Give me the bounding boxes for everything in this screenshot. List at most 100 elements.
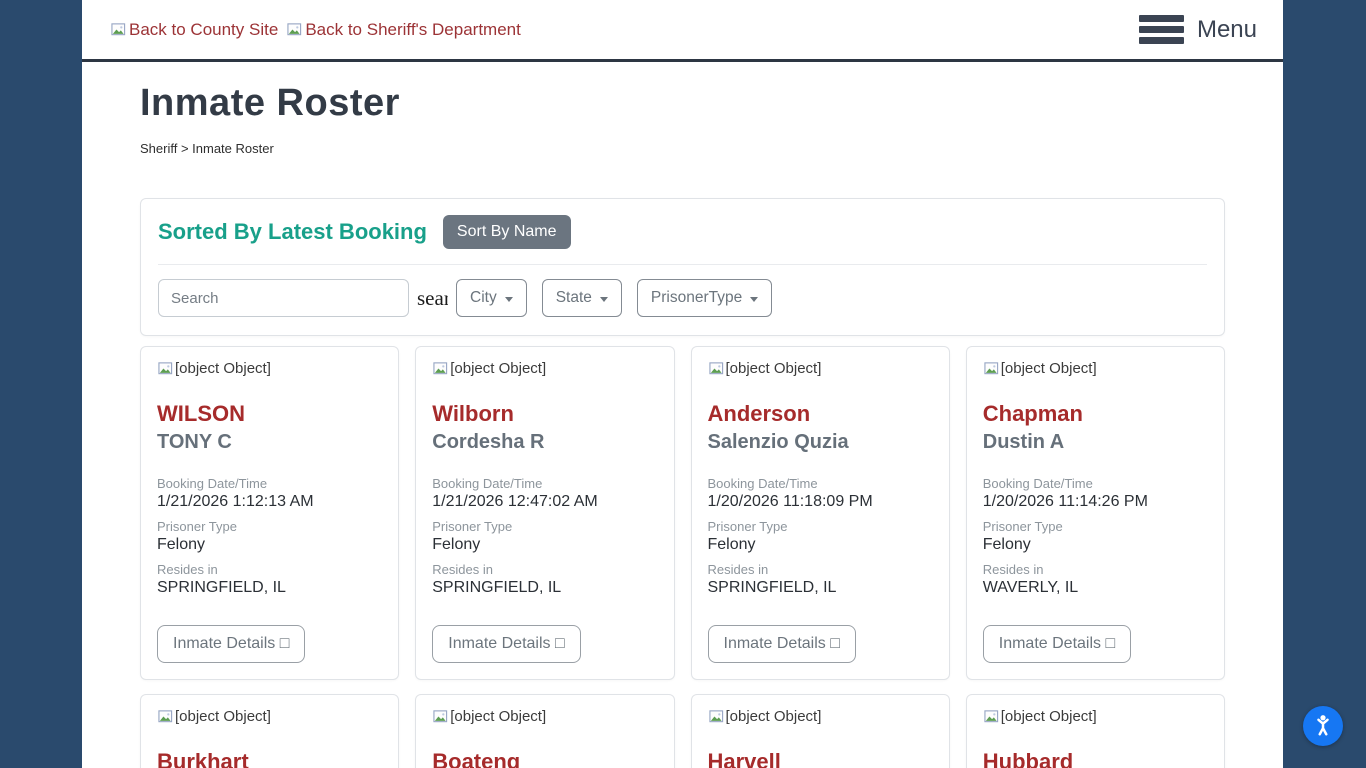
prisoner-type-field: Prisoner Type Felony xyxy=(432,519,657,554)
inmate-last-name: Harvell xyxy=(707,749,781,768)
inmate-details-button[interactable]: Inmate Details □ xyxy=(157,625,306,663)
prisoner-type-label: Prisoner Type xyxy=(707,519,788,534)
inmate-card: [object Object] Boateng xyxy=(415,694,675,768)
resides-field: Resides in WAVERLY, IL xyxy=(983,562,1208,597)
resides-value: SPRINGFIELD, IL xyxy=(157,579,286,596)
prisoner-type-label: Prisoner Type xyxy=(982,519,1063,534)
broken-image-icon xyxy=(433,362,448,375)
search-label-clipped: search xyxy=(417,285,448,310)
resides-label: Resides in xyxy=(432,562,493,577)
broken-image-icon xyxy=(111,23,126,36)
resides-field: Resides in SPRINGFIELD, IL xyxy=(432,562,657,597)
booking-value: 1/21/2026 12:47:02 AM xyxy=(432,493,598,510)
inmate-first-name: TONY C xyxy=(157,431,232,453)
inmate-photo-broken: [object Object] xyxy=(432,708,657,725)
resides-value: SPRINGFIELD, IL xyxy=(432,579,562,596)
inmate-last-name: Burkhart xyxy=(157,749,249,768)
city-dropdown-label: City xyxy=(470,289,497,306)
state-dropdown[interactable]: State xyxy=(541,279,622,317)
image-alt-text: [object Object] xyxy=(450,708,547,725)
inmate-card: [object Object] Wilborn Cordesha R Booki… xyxy=(415,346,675,680)
state-dropdown-label: State xyxy=(555,289,592,306)
menu-label: Menu xyxy=(1196,15,1257,43)
broken-image-icon xyxy=(984,710,998,723)
city-dropdown[interactable]: City xyxy=(456,279,527,317)
image-alt-text: [object Object] xyxy=(1000,708,1097,725)
search-input[interactable] xyxy=(158,279,409,317)
back-to-sheriff-label: Back to Sheriff's Department xyxy=(305,19,521,39)
resides-label: Resides in xyxy=(157,562,218,577)
prisoner-type-value: Felony xyxy=(707,536,756,553)
inmate-card: [object Object] Harvell xyxy=(690,694,950,768)
inmate-photo-broken: [object Object] xyxy=(157,708,382,725)
prisoner-type-value: Felony xyxy=(157,536,206,553)
hamburger-icon xyxy=(1138,15,1184,44)
prisoner-type-field: Prisoner Type Felony xyxy=(708,519,933,554)
menu-button[interactable]: Menu xyxy=(1138,15,1257,44)
prisoner-type-label: Prisoner Type xyxy=(432,519,513,534)
booking-label: Booking Date/Time xyxy=(982,476,1093,491)
chevron-down-icon xyxy=(599,296,608,302)
inmate-card: [object Object] Chapman Dustin A Booking… xyxy=(965,346,1225,680)
site-header: Back to County Site Back to Sheriff's De… xyxy=(82,0,1283,62)
booking-label: Booking Date/Time xyxy=(157,476,268,491)
sorted-by-heading: Sorted By Latest Booking xyxy=(158,219,427,244)
booking-field: Booking Date/Time 1/21/2026 1:12:13 AM xyxy=(157,476,382,511)
image-alt-text: [object Object] xyxy=(1000,360,1097,377)
breadcrumb: Sheriff > Inmate Roster xyxy=(140,141,274,156)
sort-by-name-button[interactable]: Sort By Name xyxy=(442,215,571,249)
filter-panel: Sorted By Latest Booking Sort By Name se… xyxy=(140,198,1225,336)
broken-image-icon xyxy=(158,362,173,375)
prisoner-type-label: Prisoner Type xyxy=(157,519,237,534)
back-to-county-link[interactable]: Back to County Site xyxy=(110,20,278,40)
prisoner-type-value: Felony xyxy=(982,536,1031,553)
booking-label: Booking Date/Time xyxy=(432,476,543,491)
broken-image-icon xyxy=(433,710,448,723)
booking-label: Booking Date/Time xyxy=(707,476,818,491)
broken-image-icon xyxy=(158,710,173,723)
inmate-photo-broken: [object Object] xyxy=(983,360,1208,377)
inmate-details-button[interactable]: Inmate Details □ xyxy=(707,625,856,663)
resides-value: SPRINGFIELD, IL xyxy=(707,579,837,596)
image-alt-text: [object Object] xyxy=(725,360,822,377)
image-alt-text: [object Object] xyxy=(175,708,271,725)
prisoner-type-dropdown[interactable]: PrisonerType xyxy=(636,279,773,317)
resides-field: Resides in SPRINGFIELD, IL xyxy=(157,562,382,597)
header-links: Back to County Site Back to Sheriff's De… xyxy=(110,20,521,40)
inmate-last-name: Anderson xyxy=(707,401,811,426)
inmate-details-button[interactable]: Inmate Details □ xyxy=(432,625,581,663)
filter-heading-row: Sorted By Latest Booking Sort By Name xyxy=(158,215,1207,249)
inmate-photo-broken: [object Object] xyxy=(708,708,933,725)
inmate-photo-broken: [object Object] xyxy=(983,708,1208,725)
chevron-down-icon xyxy=(750,296,759,302)
inmate-card: [object Object] Anderson Salenzio Quzia … xyxy=(690,346,950,680)
accessibility-widget-button[interactable] xyxy=(1303,706,1343,746)
inmate-last-name: Wilborn xyxy=(432,401,514,426)
inmate-details-button[interactable]: Inmate Details □ xyxy=(982,625,1132,663)
broken-image-icon xyxy=(708,362,723,375)
page-title: Inmate Roster xyxy=(140,82,400,124)
page-container: Back to County Site Back to Sheriff's De… xyxy=(82,0,1283,768)
booking-value: 1/20/2026 11:14:26 PM xyxy=(982,493,1148,510)
back-to-sheriff-link[interactable]: Back to Sheriff's Department xyxy=(286,20,521,40)
booking-value: 1/21/2026 1:12:13 AM xyxy=(157,493,314,510)
chevron-down-icon xyxy=(504,296,513,302)
inmate-first-name: Cordesha R xyxy=(432,431,545,453)
prisoner-type-field: Prisoner Type Felony xyxy=(157,519,382,554)
inmate-card: [object Object] Burkhart xyxy=(140,694,400,768)
inmate-last-name: Chapman xyxy=(982,401,1083,426)
image-alt-text: [object Object] xyxy=(175,360,271,377)
inmate-photo-broken: [object Object] xyxy=(157,360,382,377)
inmate-last-name: Boateng xyxy=(432,749,521,768)
inmate-photo-broken: [object Object] xyxy=(708,360,933,377)
broken-image-icon xyxy=(708,710,723,723)
accessibility-icon xyxy=(1317,715,1329,736)
prisoner-type-value: Felony xyxy=(432,536,481,553)
image-alt-text: [object Object] xyxy=(450,360,547,377)
resides-label: Resides in xyxy=(707,562,769,577)
filter-controls-row: search City State PrisonerType xyxy=(158,264,1207,317)
inmate-card: [object Object] Hubbard xyxy=(965,694,1225,768)
prisoner-type-dropdown-label: PrisonerType xyxy=(650,289,743,306)
booking-field: Booking Date/Time 1/21/2026 12:47:02 AM xyxy=(432,476,657,511)
inmate-card: [object Object] WILSON TONY C Booking Da… xyxy=(140,346,400,680)
